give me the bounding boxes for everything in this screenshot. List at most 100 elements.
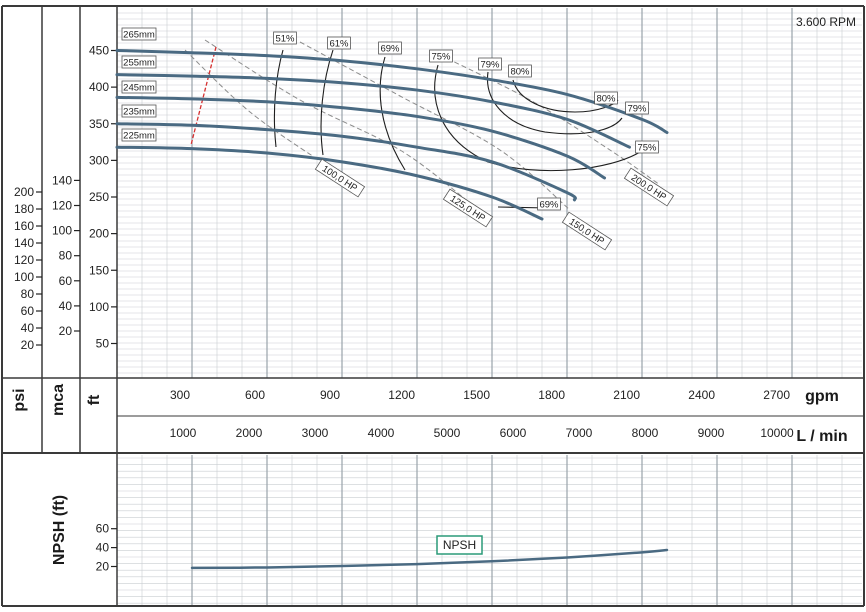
label-box <box>121 104 157 118</box>
efficiency-label-text: 75% <box>431 52 451 63</box>
power-curve <box>439 54 661 186</box>
power-curve <box>184 49 324 164</box>
efficiency-label: 79% <box>625 101 649 115</box>
efficiency-label-text: 69% <box>380 44 400 55</box>
ft-tick-label: 450 <box>89 44 109 58</box>
label-box <box>429 49 453 63</box>
efficiency-label: 75% <box>635 140 659 154</box>
npsh-legend: NPSH <box>436 535 483 555</box>
efficiency-curve <box>486 71 623 135</box>
psi-tick-label: 80 <box>21 287 35 301</box>
head-curve <box>115 49 669 135</box>
efficiency-label: 80% <box>508 64 532 78</box>
impeller-label-text: 225mm <box>123 131 155 142</box>
psi-axis-label: psi <box>11 388 28 411</box>
label-box <box>635 140 659 154</box>
npsh-tick-label: 60 <box>96 522 110 536</box>
npsh-grid <box>117 455 862 605</box>
label-box <box>314 158 366 198</box>
head-curve <box>115 73 631 149</box>
psi-tick-label: 20 <box>21 338 35 352</box>
efficiency-label: 61% <box>327 36 351 50</box>
psi-tick-label: 120 <box>14 253 34 267</box>
lmin-tick-label: 3000 <box>302 426 329 440</box>
mca-tick-label: 20 <box>59 324 73 338</box>
npsh-axis-label: NPSH (ft) <box>51 495 68 565</box>
ft-axis-label: ft <box>86 394 103 405</box>
efficiency-label: 69% <box>378 41 402 55</box>
label-box <box>623 167 675 207</box>
lmin-tick-label: 2000 <box>236 426 263 440</box>
psi-tick-label: 180 <box>14 202 34 216</box>
npsh-curve <box>190 548 669 570</box>
impeller-label: 235mm <box>121 104 157 118</box>
lmin-tick-label: 9000 <box>698 426 725 440</box>
ft-tick-label: 100 <box>89 300 109 314</box>
label-box <box>121 27 157 41</box>
efficiency-label: 75% <box>429 49 453 63</box>
lmin-tick-label: 10000 <box>760 426 794 440</box>
psi-tick-label: 160 <box>14 219 34 233</box>
npsh-tick-label: 20 <box>96 560 110 574</box>
lmin-axis-label: L / min <box>796 428 847 445</box>
label-box <box>594 91 618 105</box>
efficiency-label-text: 79% <box>627 104 647 115</box>
gpm-tick-label: 2100 <box>613 388 640 402</box>
ft-tick-label: 200 <box>89 227 109 241</box>
lmin-tick-label: 5000 <box>434 426 461 440</box>
efficiency-label-text: 51% <box>275 34 295 45</box>
mca-axis-label: mca <box>50 384 67 416</box>
mca-tick-label: 140 <box>52 173 72 187</box>
label-box <box>378 41 402 55</box>
impeller-label: 225mm <box>121 128 157 142</box>
efficiency-label-text: 75% <box>637 143 657 154</box>
label-box <box>121 128 157 142</box>
efficiency-label-text: 80% <box>596 94 616 105</box>
efficiency-label: 79% <box>478 57 502 71</box>
head-curve <box>115 122 577 202</box>
impeller-label-text: 245mm <box>123 83 155 94</box>
ft-tick-label: 400 <box>89 80 109 94</box>
psi-tick-label: 200 <box>14 185 34 199</box>
impeller-label-text: 265mm <box>123 30 155 41</box>
efficiency-label-text: 69% <box>539 200 559 211</box>
ft-tick-label: 50 <box>96 337 110 351</box>
lmin-tick-label: 6000 <box>500 426 527 440</box>
impeller-label-text: 255mm <box>123 58 155 69</box>
efficiency-curve <box>512 79 619 113</box>
gpm-axis-label: gpm <box>805 388 839 405</box>
npsh-legend-text: NPSH <box>443 538 476 552</box>
efficiency-label: 69% <box>537 197 561 211</box>
minimum-flow-line <box>190 46 217 146</box>
power-curve <box>204 39 471 204</box>
mca-tick-label: 120 <box>52 199 72 213</box>
label-box <box>478 57 502 71</box>
ft-tick-label: 250 <box>89 190 109 204</box>
label-box <box>537 197 561 211</box>
label-box <box>561 211 613 251</box>
mca-tick-label: 60 <box>59 274 73 288</box>
efficiency-label: 80% <box>594 91 618 105</box>
head-curve <box>115 95 606 180</box>
impeller-label: 255mm <box>121 55 157 69</box>
lmin-tick-label: 7000 <box>566 426 593 440</box>
mca-tick-label: 80 <box>59 249 73 263</box>
gpm-tick-label: 1500 <box>463 388 490 402</box>
lmin-tick-label: 8000 <box>632 426 659 440</box>
gpm-tick-label: 1200 <box>388 388 415 402</box>
gpm-tick-label: 900 <box>320 388 340 402</box>
rpm-label: 3.600 RPM <box>796 15 856 29</box>
psi-tick-label: 100 <box>14 270 34 284</box>
psi-tick-label: 40 <box>21 321 35 335</box>
impeller-label: 245mm <box>121 80 157 94</box>
efficiency-label-text: 80% <box>510 67 530 78</box>
lmin-tick-label: 4000 <box>368 426 395 440</box>
label-box <box>121 80 157 94</box>
legend-box <box>436 535 483 555</box>
gpm-tick-label: 600 <box>245 388 265 402</box>
impeller-label: 265mm <box>121 27 157 41</box>
mca-tick-label: 40 <box>59 299 73 313</box>
impeller-label-text: 235mm <box>123 107 155 118</box>
